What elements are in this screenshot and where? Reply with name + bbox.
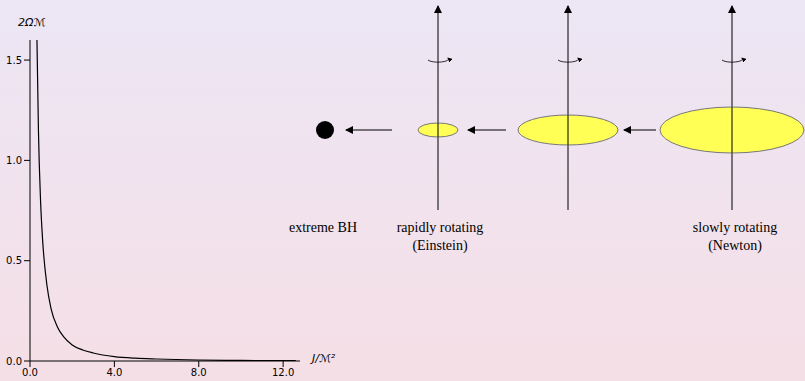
svg-text:8.0: 8.0 [191,367,207,378]
svg-text:12.0: 12.0 [272,367,294,378]
svg-text:1.5: 1.5 [6,55,22,66]
svg-text:rapidly rotating(Einstein): rapidly rotating(Einstein) [397,220,484,254]
html-text:2Ωℳ: 2Ωℳ [18,16,46,29]
svg-text:0.5: 0.5 [6,255,22,266]
svg-text:0.0: 0.0 [22,367,38,378]
html-text:J/ℳ²: J/ℳ² [312,352,336,365]
svg-text:1.0: 1.0 [6,155,22,166]
svg-text:extreme BH: extreme BH [289,220,357,235]
svg-text:4.0: 4.0 [106,367,122,378]
svg-text:0.0: 0.0 [6,356,22,367]
svg-text:slowly rotating(Newton): slowly rotating(Newton) [693,220,777,254]
